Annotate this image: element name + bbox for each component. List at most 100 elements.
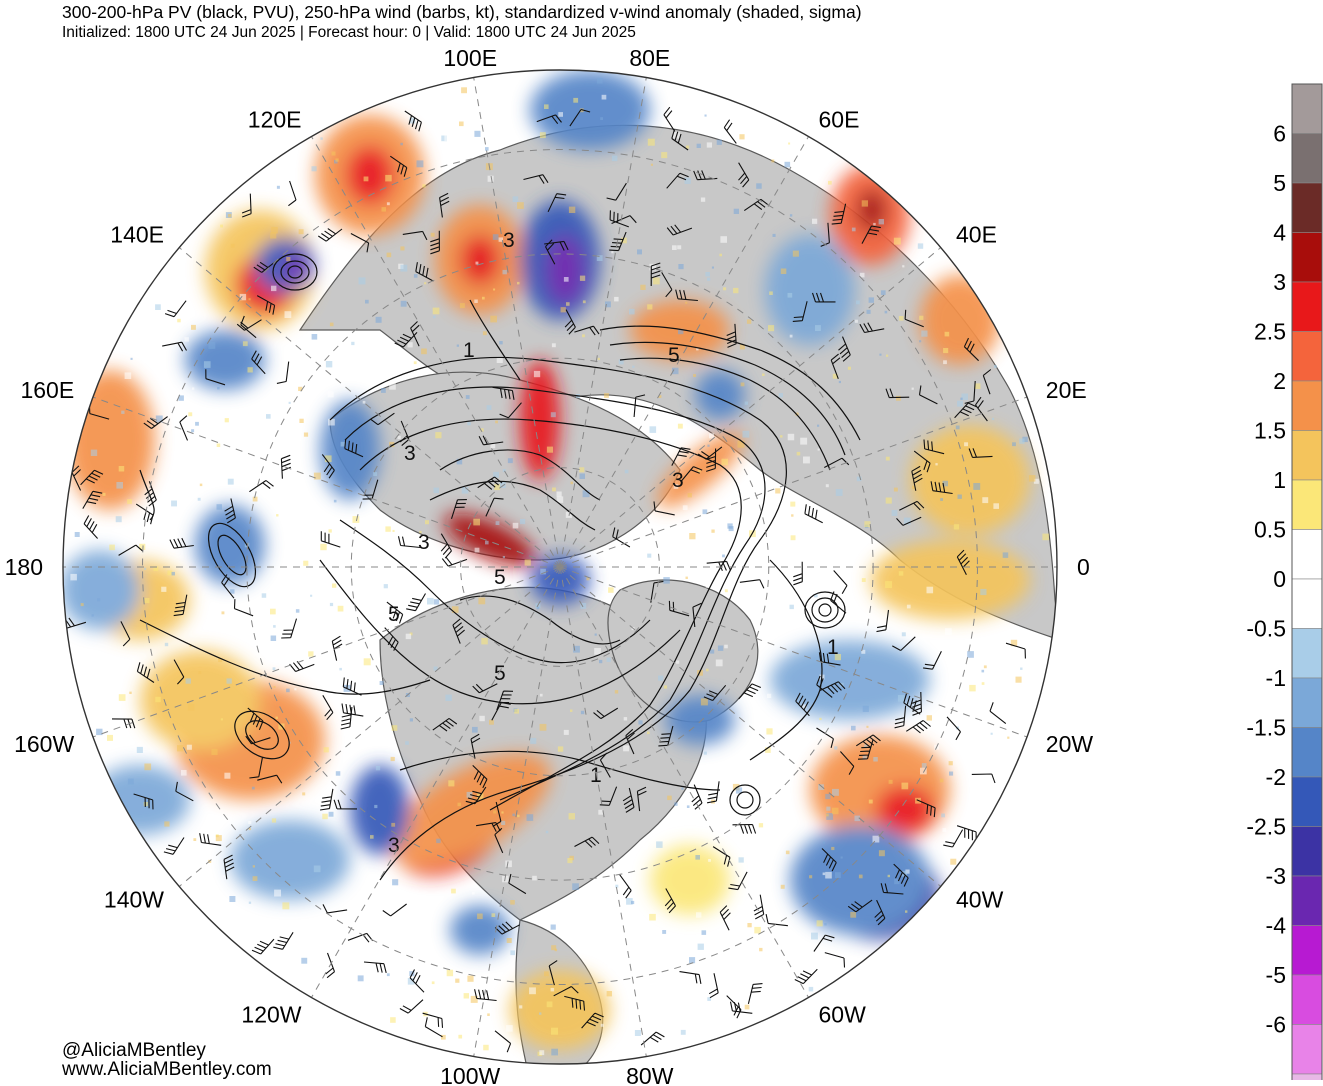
anomaly-speckle-cell bbox=[676, 660, 680, 664]
anomaly-speckle-cell bbox=[1042, 533, 1049, 541]
wind-barb bbox=[795, 692, 810, 717]
anomaly-speckle-cell bbox=[744, 1004, 750, 1010]
anomaly-speckle-cell bbox=[333, 499, 337, 503]
anomaly-speckle-cell bbox=[802, 704, 807, 709]
anomaly-speckle-cell bbox=[550, 987, 555, 992]
meridian-line bbox=[473, 566, 561, 1057]
anomaly-speckle-cell bbox=[685, 301, 688, 304]
anomaly-speckle-cell bbox=[308, 651, 314, 657]
anomaly-speckle-cell bbox=[358, 555, 362, 559]
anomaly-speckle-cell bbox=[248, 821, 252, 825]
anomaly-speckle-cell bbox=[489, 719, 494, 725]
anomaly-speckle-cell bbox=[667, 795, 672, 801]
anomaly-speckle-cell bbox=[155, 415, 163, 423]
anomaly-speckle-cell bbox=[335, 771, 341, 776]
wind-barb bbox=[765, 913, 788, 927]
colorbar-tick-label: -0.5 bbox=[1246, 616, 1286, 642]
anomaly-speckle-cell bbox=[818, 784, 824, 790]
anomaly-speckle-cell bbox=[343, 346, 348, 351]
pv-contour-label: 3 bbox=[503, 229, 515, 252]
anomaly-speckle-cell bbox=[624, 469, 629, 474]
anomaly-speckle-cell bbox=[711, 266, 714, 269]
anomaly-speckle-cell bbox=[278, 584, 284, 590]
anomaly-speckle-cell bbox=[545, 830, 549, 834]
anomaly-speckle-cell bbox=[218, 658, 223, 663]
anomaly-speckle-cell bbox=[693, 374, 696, 377]
anomaly-speckle-cell bbox=[759, 947, 763, 952]
colorbar-swatch bbox=[1291, 529, 1323, 580]
anomaly-speckle-cell bbox=[487, 175, 494, 182]
colorbar-swatch bbox=[1291, 479, 1323, 530]
anomaly-speckle-cell bbox=[433, 487, 439, 494]
wind-barb bbox=[954, 402, 978, 419]
anomaly-speckle-cell bbox=[551, 945, 557, 951]
anomaly-speckle-cell bbox=[885, 581, 892, 588]
anomaly-speckle-cell bbox=[1033, 478, 1039, 484]
wind-barb bbox=[288, 180, 297, 207]
anomaly-speckle-cell bbox=[421, 348, 427, 355]
wind-barb bbox=[729, 1001, 753, 1014]
anomaly-speckle-cell bbox=[373, 472, 378, 476]
wind-barb bbox=[179, 415, 189, 441]
anomaly-speckle-cell bbox=[486, 405, 492, 410]
anomaly-speckle-cell bbox=[91, 614, 94, 617]
anomaly-speckle-cell bbox=[427, 597, 434, 605]
wind-barb bbox=[847, 899, 873, 913]
anomaly-speckle-cell bbox=[607, 963, 613, 969]
anomaly-speckle-cell bbox=[967, 651, 974, 658]
anomaly-speckle-cell bbox=[424, 282, 427, 285]
anomaly-speckle-cell bbox=[206, 407, 213, 414]
anomaly-speckle-cell bbox=[544, 971, 549, 977]
wind-barb bbox=[625, 728, 635, 755]
anomaly-speckle-cell bbox=[323, 747, 329, 753]
wind-barb bbox=[712, 846, 731, 867]
wind-barb bbox=[494, 1030, 512, 1053]
wind-barb bbox=[325, 952, 336, 979]
colorbar-tick-label: -2.5 bbox=[1246, 814, 1286, 840]
wind-barb bbox=[163, 837, 185, 855]
anomaly-speckle-cell bbox=[614, 690, 619, 694]
anomaly-speckle-cell bbox=[496, 356, 503, 363]
anomaly-speckle-cell bbox=[582, 490, 590, 498]
wind-barb bbox=[968, 448, 993, 458]
anomaly-speckle-cell bbox=[381, 207, 386, 212]
anomaly-speckle-cell bbox=[943, 348, 949, 354]
anomaly-speckle-cell bbox=[991, 417, 995, 420]
anomaly-speckle-cell bbox=[983, 665, 987, 669]
colorbar-swatch bbox=[1291, 925, 1323, 976]
anomaly-speckle-cell bbox=[295, 609, 300, 613]
wind-barb bbox=[593, 707, 619, 720]
anomaly-speckle-cell bbox=[950, 858, 957, 865]
anomaly-speckle-cell bbox=[733, 208, 739, 214]
anomaly-speckle-cell bbox=[191, 429, 195, 433]
anomaly-speckle-cell bbox=[658, 675, 664, 681]
anomaly-speckle-cell bbox=[702, 509, 708, 515]
pv-contour-label: 1 bbox=[463, 339, 475, 362]
anomaly-speckle-cell bbox=[697, 943, 704, 950]
anomaly-speckle-cell bbox=[275, 436, 279, 441]
anomaly-speckle-cell bbox=[385, 174, 392, 182]
wind-barb bbox=[402, 230, 428, 241]
anomaly-speckle-cell bbox=[191, 324, 196, 330]
anomaly-speckle-cell bbox=[949, 771, 954, 776]
anomaly-speckle-cell bbox=[514, 708, 519, 714]
anomaly-speckle-cell bbox=[493, 288, 496, 291]
anomaly-speckle-cell bbox=[400, 264, 408, 272]
anomaly-speckle-cell bbox=[790, 501, 796, 507]
anomaly-speckle-cell bbox=[228, 214, 232, 218]
anomaly-speckle-cell bbox=[780, 977, 785, 982]
anomaly-speckle-cell bbox=[467, 975, 474, 982]
pv-contour-label-group: 3 1 5 3 3 3 5 5 5 1 3 1 bbox=[388, 229, 839, 857]
anomaly-speckle-cell bbox=[652, 277, 660, 285]
anomaly-speckle-cell bbox=[493, 810, 497, 814]
wind-barb bbox=[133, 793, 154, 810]
colorbar-swatch bbox=[1291, 826, 1323, 877]
colorbar-tick-label: 6 bbox=[1273, 121, 1286, 147]
anomaly-speckle-cell bbox=[568, 206, 576, 213]
anomaly-speckle-cell bbox=[472, 726, 478, 733]
colorbar-swatch bbox=[1291, 974, 1323, 1025]
anomaly-speckle-cell bbox=[109, 544, 115, 551]
anomaly-speckle-cell bbox=[329, 602, 334, 607]
anomaly-speckle-cell bbox=[159, 334, 164, 339]
anomaly-speckle-cell bbox=[474, 547, 480, 553]
